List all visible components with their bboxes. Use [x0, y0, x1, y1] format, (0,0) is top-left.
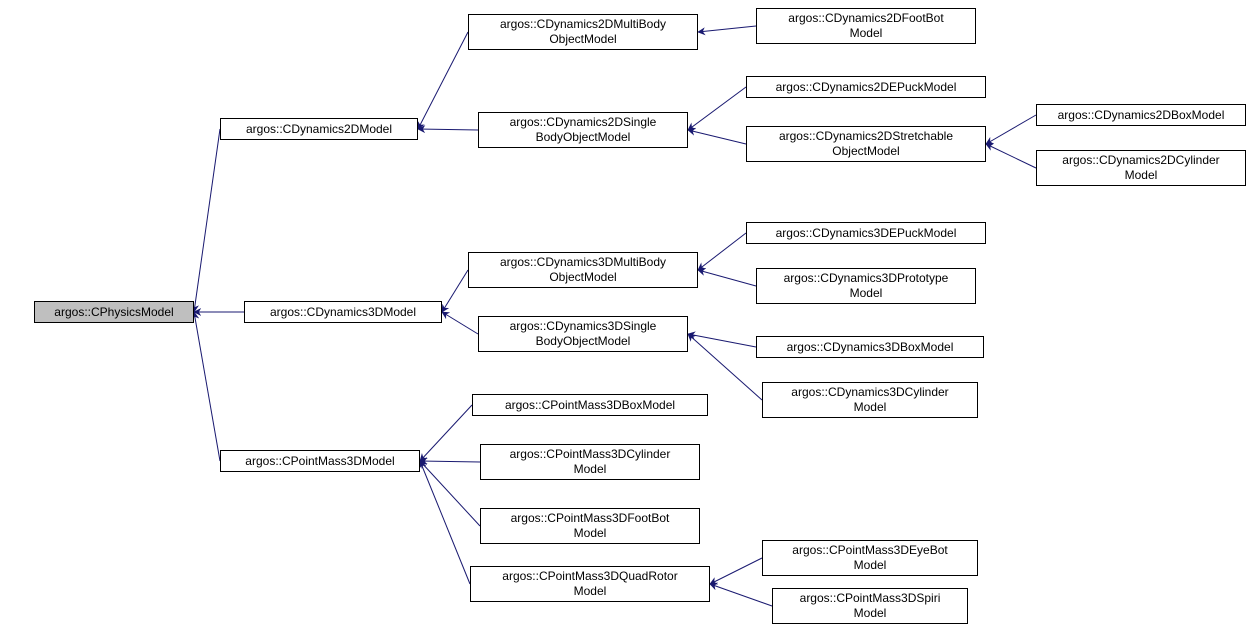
class-inheritance-diagram: argos::CPhysicsModel argos::CDynamics2DMo… [0, 0, 1256, 625]
inheritance-edge [698, 26, 756, 32]
inheritance-edge [418, 32, 468, 129]
class-node-d2multi[interactable]: argos::CDynamics2DMultiBody ObjectModel [468, 14, 698, 50]
class-node-d2stretch[interactable]: argos::CDynamics2DStretchable ObjectMode… [746, 126, 986, 162]
class-node-pmcyl[interactable]: argos::CPointMass3DCylinder Model [480, 444, 700, 480]
inheritance-edge [420, 461, 480, 462]
class-node-d3cyl[interactable]: argos::CDynamics3DCylinder Model [762, 382, 978, 418]
inheritance-edge [698, 270, 756, 286]
inheritance-edge [688, 130, 746, 144]
class-node-pmquad[interactable]: argos::CPointMass3DQuadRotor Model [470, 566, 710, 602]
class-node-pmeye[interactable]: argos::CPointMass3DEyeBot Model [762, 540, 978, 576]
class-node-d2epuck[interactable]: argos::CDynamics2DEPuckModel [746, 76, 986, 98]
class-node-d2cyl[interactable]: argos::CDynamics2DCylinder Model [1036, 150, 1246, 186]
inheritance-edge [688, 87, 746, 130]
class-node-d2foot[interactable]: argos::CDynamics2DFootBot Model [756, 8, 976, 44]
class-node-d3[interactable]: argos::CDynamics3DModel [244, 301, 442, 323]
class-node-d2box[interactable]: argos::CDynamics2DBoxModel [1036, 104, 1246, 126]
inheritance-edge [698, 233, 746, 270]
inheritance-edge [442, 270, 468, 312]
class-node-d3single[interactable]: argos::CDynamics3DSingle BodyObjectModel [478, 316, 688, 352]
inheritance-edge [194, 129, 220, 312]
inheritance-edge [194, 312, 220, 461]
inheritance-edge [710, 558, 762, 584]
inheritance-edge [420, 461, 480, 526]
class-node-pmbox[interactable]: argos::CPointMass3DBoxModel [472, 394, 708, 416]
class-node-d2[interactable]: argos::CDynamics2DModel [220, 118, 418, 140]
class-node-d3box[interactable]: argos::CDynamics3DBoxModel [756, 336, 984, 358]
inheritance-edge [420, 405, 472, 461]
class-node-d2single[interactable]: argos::CDynamics2DSingle BodyObjectModel [478, 112, 688, 148]
inheritance-edge [420, 461, 470, 584]
inheritance-edge [418, 129, 478, 130]
class-node-d3epuck[interactable]: argos::CDynamics3DEPuckModel [746, 222, 986, 244]
class-node-d3proto[interactable]: argos::CDynamics3DPrototype Model [756, 268, 976, 304]
class-node-pm[interactable]: argos::CPointMass3DModel [220, 450, 420, 472]
inheritance-edge [710, 584, 772, 606]
class-node-pmspiri[interactable]: argos::CPointMass3DSpiri Model [772, 588, 968, 624]
class-node-root[interactable]: argos::CPhysicsModel [34, 301, 194, 323]
inheritance-edge [688, 334, 756, 347]
inheritance-edge [986, 144, 1036, 168]
class-node-pmfoot[interactable]: argos::CPointMass3DFootBot Model [480, 508, 700, 544]
inheritance-edge [442, 312, 478, 334]
inheritance-edge [986, 115, 1036, 144]
inheritance-edge [688, 334, 762, 400]
class-node-d3multi[interactable]: argos::CDynamics3DMultiBody ObjectModel [468, 252, 698, 288]
